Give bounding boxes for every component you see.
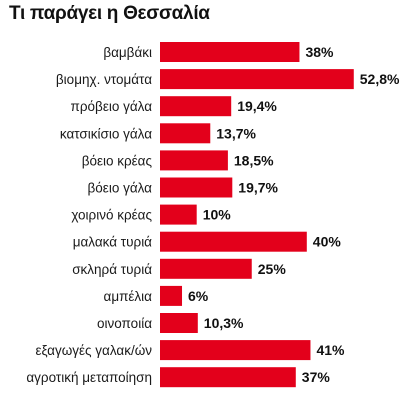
category-label: σκληρά τυριά [72,262,152,277]
category-label: πρόβειο γάλα [71,99,153,114]
bar [160,42,300,62]
bar [160,204,197,225]
value-label: 25% [258,261,287,277]
bar [160,96,232,117]
category-label: αμπέλια [104,289,153,304]
category-label: εξαγωγές γαλακ/ών [35,343,152,358]
category-label: βαμβάκι [103,45,152,60]
bar [160,177,233,198]
value-label: 13,7% [216,125,256,141]
category-label: βόειο κρέας [82,153,153,168]
value-label: 18,5% [234,152,274,168]
category-label: κατσικίσιο γάλα [60,126,152,141]
bar [160,367,296,388]
category-label: βιομηχ. ντομάτα [56,72,152,87]
category-label: οινοποιία [97,316,152,331]
bar [160,150,228,171]
bar [160,285,183,306]
category-label: αγροτική μεταποίηση [26,370,152,385]
bar [160,258,252,279]
value-label: 40% [313,234,342,250]
value-label: 52,8% [360,71,400,87]
chart-title: Τι παράγει η Θεσσαλία [9,3,210,24]
bar [160,123,211,144]
value-label: 19,7% [238,180,278,196]
bar [160,313,198,333]
bar [160,340,311,361]
value-label: 10% [203,207,232,223]
category-label: χοιρινό κρέας [71,208,152,223]
value-label: 10,3% [204,315,244,331]
value-label: 41% [316,342,345,358]
value-label: 19,4% [237,98,277,114]
bar [160,231,307,252]
bar [160,69,354,90]
category-label: μαλακά τυριά [73,235,152,250]
value-label: 37% [302,369,331,385]
category-label: βόειο γάλα [88,181,153,196]
value-label: 6% [188,288,209,304]
value-label: 38% [305,44,334,60]
